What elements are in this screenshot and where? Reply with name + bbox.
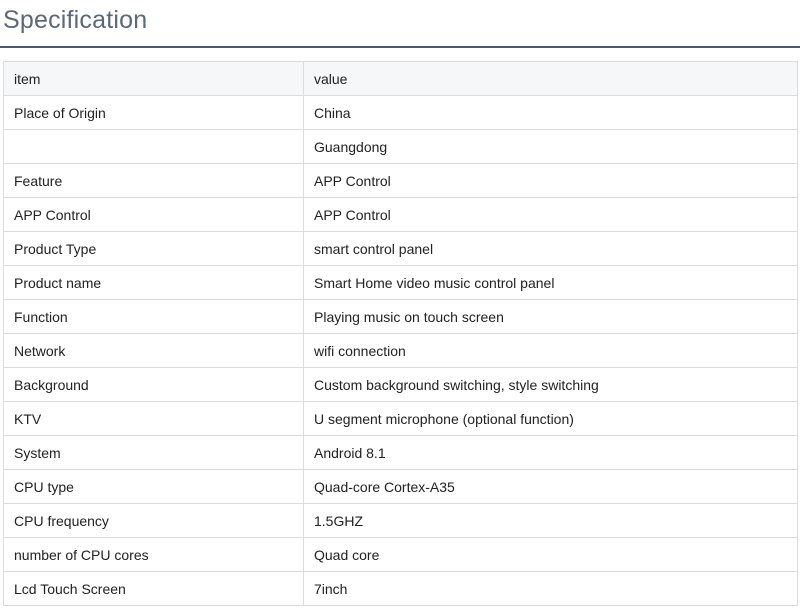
value-cell: China (303, 95, 798, 130)
item-cell (3, 129, 304, 164)
table-row: APP Control APP Control (3, 197, 798, 232)
specification-table: item value Place of Origin China Guangdong… (3, 61, 798, 606)
value-cell: Quad-core Cortex-A35 (303, 469, 798, 504)
value-cell: wifi connection (303, 333, 798, 368)
item-cell: KTV (3, 401, 304, 436)
item-cell: CPU frequency (3, 503, 304, 538)
item-cell: Function (3, 299, 304, 334)
table-row: Guangdong (3, 129, 798, 164)
item-cell: Place of Origin (3, 95, 304, 130)
header-item: item (3, 61, 304, 96)
value-cell: Quad core (303, 537, 798, 572)
table-row: Background Custom background switching, s… (3, 367, 798, 402)
item-cell: Feature (3, 163, 304, 198)
item-cell: CPU type (3, 469, 304, 504)
value-cell: Guangdong (303, 129, 798, 164)
item-cell: Product name (3, 265, 304, 300)
value-cell: APP Control (303, 163, 798, 198)
table-row: Feature APP Control (3, 163, 798, 198)
page-title: Specification (3, 6, 148, 34)
value-cell: U segment microphone (optional function) (303, 401, 798, 436)
table-row: CPU frequency 1.5GHZ (3, 503, 798, 538)
value-cell: Custom background switching, style switc… (303, 367, 798, 402)
title-divider (0, 46, 800, 48)
table-row: Function Playing music on touch screen (3, 299, 798, 334)
item-cell: System (3, 435, 304, 470)
header-value: value (303, 61, 798, 96)
value-cell: 7inch (303, 571, 798, 606)
item-cell: Lcd Touch Screen (3, 571, 304, 606)
value-cell: smart control panel (303, 231, 798, 266)
item-cell: Product Type (3, 231, 304, 266)
table-row: KTV U segment microphone (optional functi… (3, 401, 798, 436)
table-row: Network wifi connection (3, 333, 798, 368)
item-cell: APP Control (3, 197, 304, 232)
value-cell: Android 8.1 (303, 435, 798, 470)
value-cell: Playing music on touch screen (303, 299, 798, 334)
table-header-row: item value (3, 61, 798, 96)
item-cell: Network (3, 333, 304, 368)
value-cell: APP Control (303, 197, 798, 232)
table-row: CPU type Quad-core Cortex-A35 (3, 469, 798, 504)
value-cell: Smart Home video music control panel (303, 265, 798, 300)
table-row: Product Type smart control panel (3, 231, 798, 266)
value-cell: 1.5GHZ (303, 503, 798, 538)
table-row: System Android 8.1 (3, 435, 798, 470)
item-cell: number of CPU cores (3, 537, 304, 572)
table-row: Place of Origin China (3, 95, 798, 130)
table-row: number of CPU cores Quad core (3, 537, 798, 572)
table-row: Lcd Touch Screen 7inch (3, 571, 798, 606)
item-cell: Background (3, 367, 304, 402)
table-row: Product name Smart Home video music contr… (3, 265, 798, 300)
